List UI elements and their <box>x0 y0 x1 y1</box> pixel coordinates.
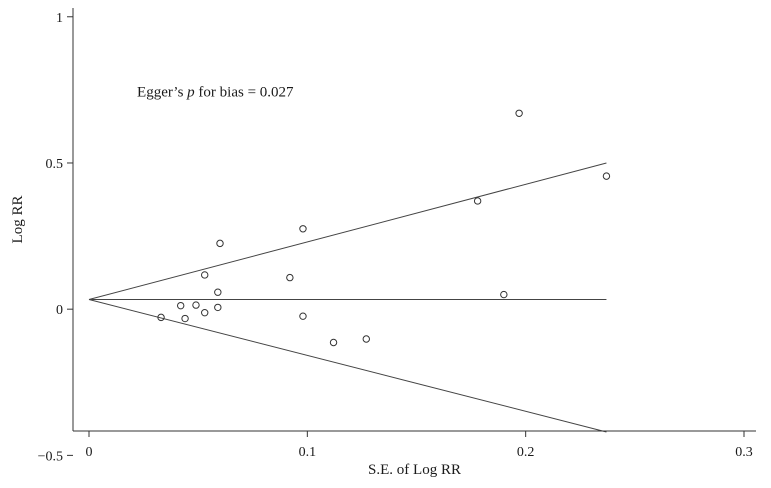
study-point <box>201 271 209 279</box>
study-point <box>602 172 611 180</box>
study-point <box>473 197 482 205</box>
study-point <box>192 301 200 309</box>
y-tick-label: 0.5 <box>46 157 64 172</box>
annotation-prefix: Egger’s <box>137 84 187 100</box>
study-point <box>515 109 523 117</box>
y-axis-ticks: −0.5 0 0.5 1 <box>38 11 73 464</box>
study-point <box>214 303 222 312</box>
y-axis-label: Log RR <box>10 196 26 244</box>
study-point <box>181 314 189 323</box>
annotation-italic-p: p <box>186 84 195 100</box>
study-points <box>157 109 611 347</box>
x-axis-ticks: 0 0.1 0.2 0.3 <box>86 431 753 460</box>
study-point <box>299 312 307 320</box>
x-tick-label: 0.2 <box>517 445 535 460</box>
study-point <box>201 308 209 317</box>
axes <box>72 8 756 432</box>
study-point <box>329 338 338 347</box>
study-point <box>157 313 165 322</box>
study-point <box>286 273 294 282</box>
x-tick-label: 0.1 <box>299 445 317 460</box>
x-tick-label: 0 <box>86 445 93 460</box>
y-tick-label: 1 <box>56 11 63 26</box>
funnel-line <box>88 299 607 433</box>
x-tick-label: 0.3 <box>735 445 753 460</box>
funnel-line <box>88 162 607 301</box>
annotation-suffix: for bias = 0.027 <box>195 84 294 100</box>
x-axis-label: S.E. of Log RR <box>368 462 461 478</box>
study-point <box>214 288 222 296</box>
study-point <box>216 239 224 248</box>
study-point <box>177 301 185 310</box>
study-point <box>299 225 307 233</box>
y-tick-label: 0 <box>56 303 63 318</box>
study-point <box>500 290 508 299</box>
y-tick-label: −0.5 <box>38 449 63 464</box>
funnel-lines <box>88 162 607 433</box>
egger-test-annotation: Egger’s p for bias = 0.027 <box>137 84 294 100</box>
study-point <box>362 335 370 343</box>
